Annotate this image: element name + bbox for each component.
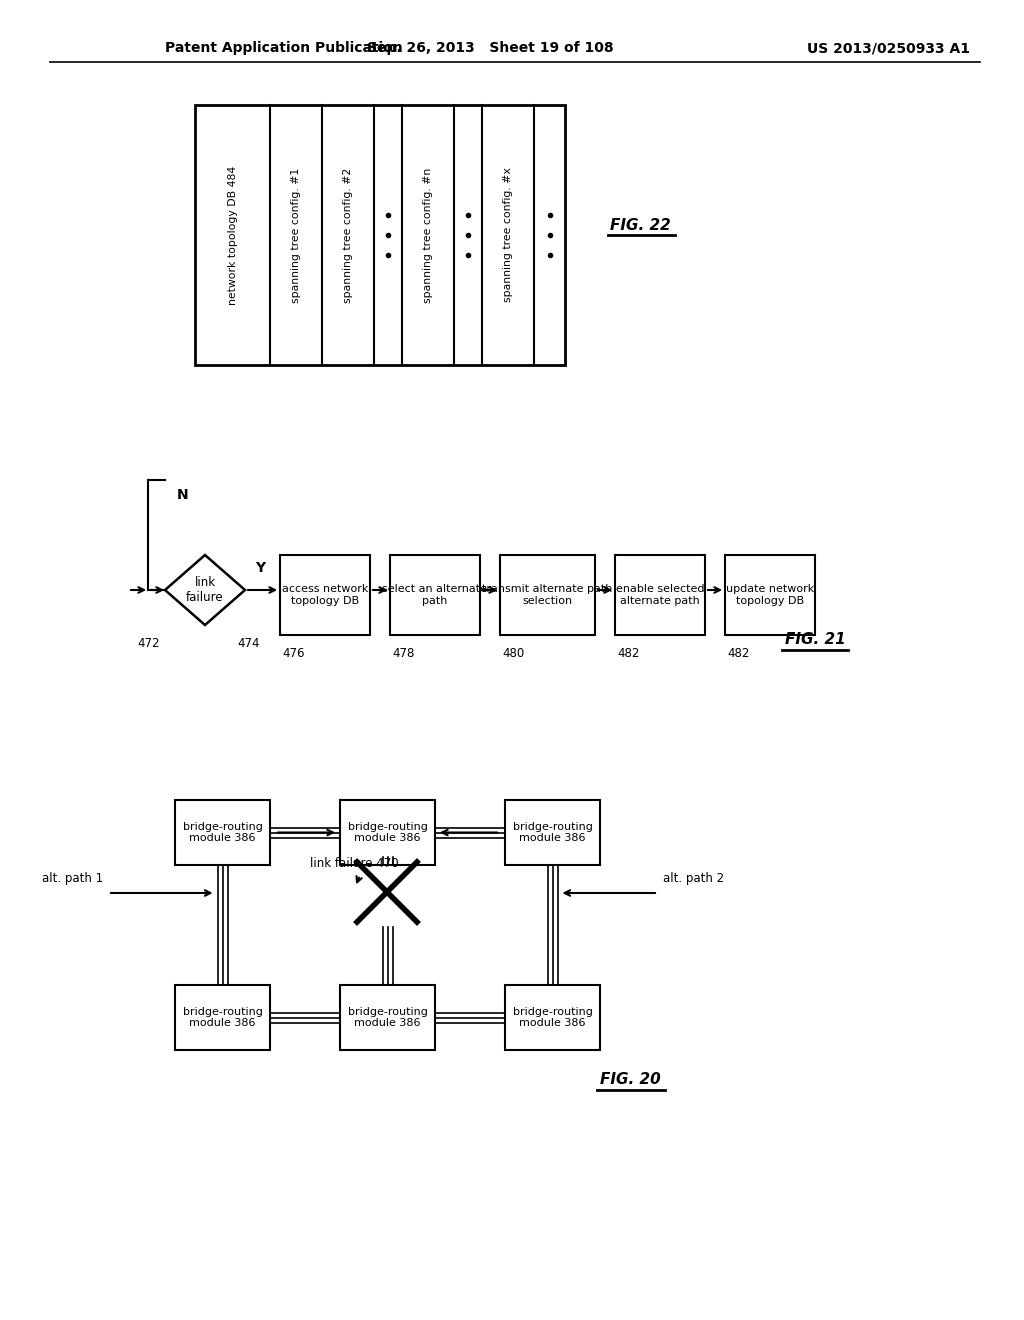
Text: alt. path 1: alt. path 1	[42, 873, 103, 884]
Text: transmit alternate path
selection: transmit alternate path selection	[482, 585, 612, 606]
Text: 472: 472	[137, 638, 160, 649]
Bar	[175, 985, 270, 1049]
Bar	[340, 800, 435, 865]
Text: 476: 476	[282, 647, 304, 660]
Text: alt. path 2: alt. path 2	[663, 873, 724, 884]
Text: 482: 482	[617, 647, 639, 660]
Text: Patent Application Publication: Patent Application Publication	[165, 41, 402, 55]
Bar	[615, 554, 705, 635]
Text: US 2013/0250933 A1: US 2013/0250933 A1	[807, 41, 970, 55]
Text: FIG. 22: FIG. 22	[609, 218, 671, 232]
Text: 482: 482	[727, 647, 750, 660]
Text: link failure 470: link failure 470	[310, 857, 398, 870]
Text: spanning tree config. #2: spanning tree config. #2	[343, 168, 353, 302]
Text: bridge-routing
module 386: bridge-routing module 386	[182, 1007, 262, 1028]
Bar	[390, 554, 480, 635]
Bar	[505, 800, 600, 865]
Text: spanning tree config. #n: spanning tree config. #n	[423, 168, 433, 302]
Text: select an alternate
path: select an alternate path	[383, 585, 487, 606]
Text: bridge-routing
module 386: bridge-routing module 386	[513, 821, 593, 843]
Text: Sep. 26, 2013   Sheet 19 of 108: Sep. 26, 2013 Sheet 19 of 108	[367, 41, 613, 55]
Text: bridge-routing
module 386: bridge-routing module 386	[347, 821, 427, 843]
Bar	[500, 554, 595, 635]
Bar	[195, 106, 565, 366]
Text: FIG. 21: FIG. 21	[784, 632, 846, 648]
Text: network topology DB 484: network topology DB 484	[227, 165, 238, 305]
Text: bridge-routing
module 386: bridge-routing module 386	[347, 1007, 427, 1028]
Bar	[340, 985, 435, 1049]
Text: 478: 478	[392, 647, 415, 660]
Text: update network
topology DB: update network topology DB	[726, 585, 814, 606]
Bar	[280, 554, 370, 635]
Text: FIG. 20: FIG. 20	[600, 1072, 660, 1088]
Text: 480: 480	[502, 647, 524, 660]
Bar	[505, 985, 600, 1049]
Bar	[725, 554, 815, 635]
Polygon shape	[165, 554, 245, 624]
Bar	[175, 800, 270, 865]
Text: bridge-routing
module 386: bridge-routing module 386	[513, 1007, 593, 1028]
Text: link
failure: link failure	[186, 576, 224, 605]
Text: enable selected
alternate path: enable selected alternate path	[615, 585, 705, 606]
Text: spanning tree config. #x: spanning tree config. #x	[503, 168, 513, 302]
Text: 474: 474	[237, 638, 259, 649]
Text: N: N	[177, 488, 188, 502]
Text: bridge-routing
module 386: bridge-routing module 386	[182, 821, 262, 843]
Text: access network
topology DB: access network topology DB	[282, 585, 369, 606]
Text: spanning tree config. #1: spanning tree config. #1	[291, 168, 301, 302]
Text: Y: Y	[255, 561, 265, 576]
